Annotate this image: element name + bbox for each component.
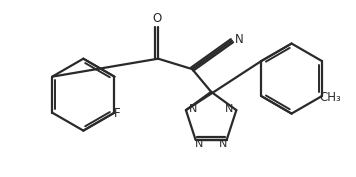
Text: N: N xyxy=(225,104,234,114)
Text: N: N xyxy=(195,139,204,149)
Text: N: N xyxy=(235,33,244,46)
Text: N: N xyxy=(189,104,197,114)
Text: O: O xyxy=(153,12,162,25)
Text: F: F xyxy=(114,107,121,120)
Text: N: N xyxy=(219,139,227,149)
Text: CH₃: CH₃ xyxy=(319,90,341,104)
